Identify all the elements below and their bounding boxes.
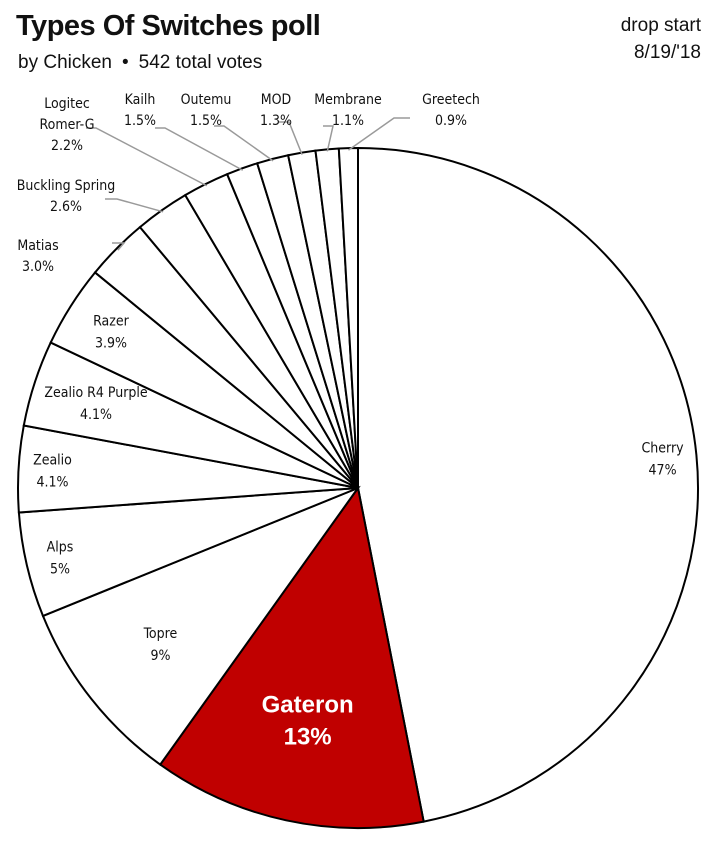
slice-label-kailh: Kailh 1.5%: [124, 92, 156, 129]
leader-line-logitec-romer-g: [86, 127, 208, 187]
slice-cherry: [357, 146, 699, 823]
slice-label-membrane: Membrane 1.1%: [314, 92, 382, 129]
leader-line-outemu: [214, 125, 274, 162]
drop-start-date: 8/19/'18: [633, 42, 701, 63]
drop-start-label: drop start: [620, 15, 701, 36]
leader-line-buckling-spring: [105, 198, 164, 213]
slice-value-matias: 3.0%: [22, 259, 54, 275]
slice-value-zealio-r4-purple: 4.1%: [80, 407, 112, 423]
slice-gateron: [158, 485, 425, 829]
slice-value-zealio: 4.1%: [36, 475, 68, 491]
leader-line-membrane: [323, 125, 334, 152]
slice-label-cherry: Cherry 47%: [642, 440, 685, 478]
slice-name-alps: Alps: [47, 539, 74, 555]
slice-greetech: [337, 146, 359, 489]
slice-value-alps: 5%: [50, 561, 70, 577]
slice-label-zealio: Zealio 4.1%: [33, 453, 72, 491]
slice-label-outemu: Outemu 1.5%: [181, 92, 232, 129]
slice-label-gateron: Gateron 13%: [262, 692, 354, 751]
slice-name-greetech: Greetech: [422, 92, 480, 108]
slice-name-membrane: Membrane: [314, 92, 382, 108]
slice-name-logitec-romer-g-2: Romer-G: [40, 117, 95, 133]
slice-value-cherry: 47%: [649, 462, 677, 478]
total-votes: 542 total votes: [138, 52, 263, 73]
slice-name-kailh: Kailh: [125, 92, 156, 108]
slice-value-greetech: 0.9%: [435, 113, 467, 129]
slice-value-razer: 3.9%: [95, 336, 127, 352]
slice-name-mod: MOD: [261, 92, 291, 108]
slice-label-logitec-romer-g: Logitec Romer-G 2.2%: [40, 96, 95, 154]
slice-label-alps: Alps 5%: [47, 539, 74, 577]
slice-label-buckling-spring: Buckling Spring 2.6%: [17, 178, 115, 215]
leader-line-matias: [112, 242, 126, 251]
slice-value-logitec-romer-g: 2.2%: [51, 138, 83, 154]
slice-value-gateron: 13%: [284, 724, 332, 751]
leader-line-kailh: [155, 127, 244, 171]
slice-label-zealio-r4-purple: Zealio R4 Purple 4.1%: [44, 385, 148, 423]
slice-name-razer: Razer: [93, 314, 130, 330]
slice-name-outemu: Outemu: [181, 92, 232, 108]
slice-name-cherry: Cherry: [642, 440, 685, 456]
slice-labels: Cherry 47% Gateron 13% Topre 9% Alps 5% Zealio 4.…: [17, 92, 684, 751]
slice-name-buckling-spring: Buckling Spring: [17, 178, 115, 194]
slice-value-buckling-spring: 2.6%: [50, 199, 82, 215]
slice-topre: [41, 485, 361, 766]
slice-value-mod: 1.3%: [260, 113, 292, 129]
separator-dot: •: [122, 52, 129, 73]
slice-name-zealio-r4-purple: Zealio R4 Purple: [44, 385, 148, 401]
pie-slices: [17, 146, 699, 829]
leader-line-mod: [279, 121, 303, 155]
slice-name-zealio: Zealio: [33, 453, 72, 469]
leader-lines: [86, 117, 410, 251]
author-label: by Chicken: [18, 52, 112, 73]
slice-label-matias: Matias 3.0%: [17, 238, 58, 275]
slice-name-gateron: Gateron: [262, 692, 354, 719]
slice-value-membrane: 1.1%: [332, 113, 364, 129]
slice-name-matias: Matias: [17, 238, 58, 254]
slice-label-greetech: Greetech 0.9%: [422, 92, 480, 129]
slice-label-topre: Topre 9%: [143, 626, 178, 664]
chart-title: Types Of Switches poll: [16, 10, 321, 42]
chart-subtitle: by Chicken • 542 total votes: [18, 52, 262, 74]
slice-label-mod: MOD 1.3%: [260, 92, 292, 129]
slice-label-razer: Razer 3.9%: [93, 314, 130, 352]
drop-start-note: drop start 8/19/'18: [621, 12, 701, 66]
slice-name-topre: Topre: [143, 626, 178, 642]
slice-value-kailh: 1.5%: [124, 113, 156, 129]
slice-name-logitec-romer-g-1: Logitec: [44, 96, 90, 112]
slice-value-topre: 9%: [150, 648, 170, 664]
leader-line-greetech: [348, 117, 410, 151]
slice-value-outemu: 1.5%: [190, 113, 222, 129]
